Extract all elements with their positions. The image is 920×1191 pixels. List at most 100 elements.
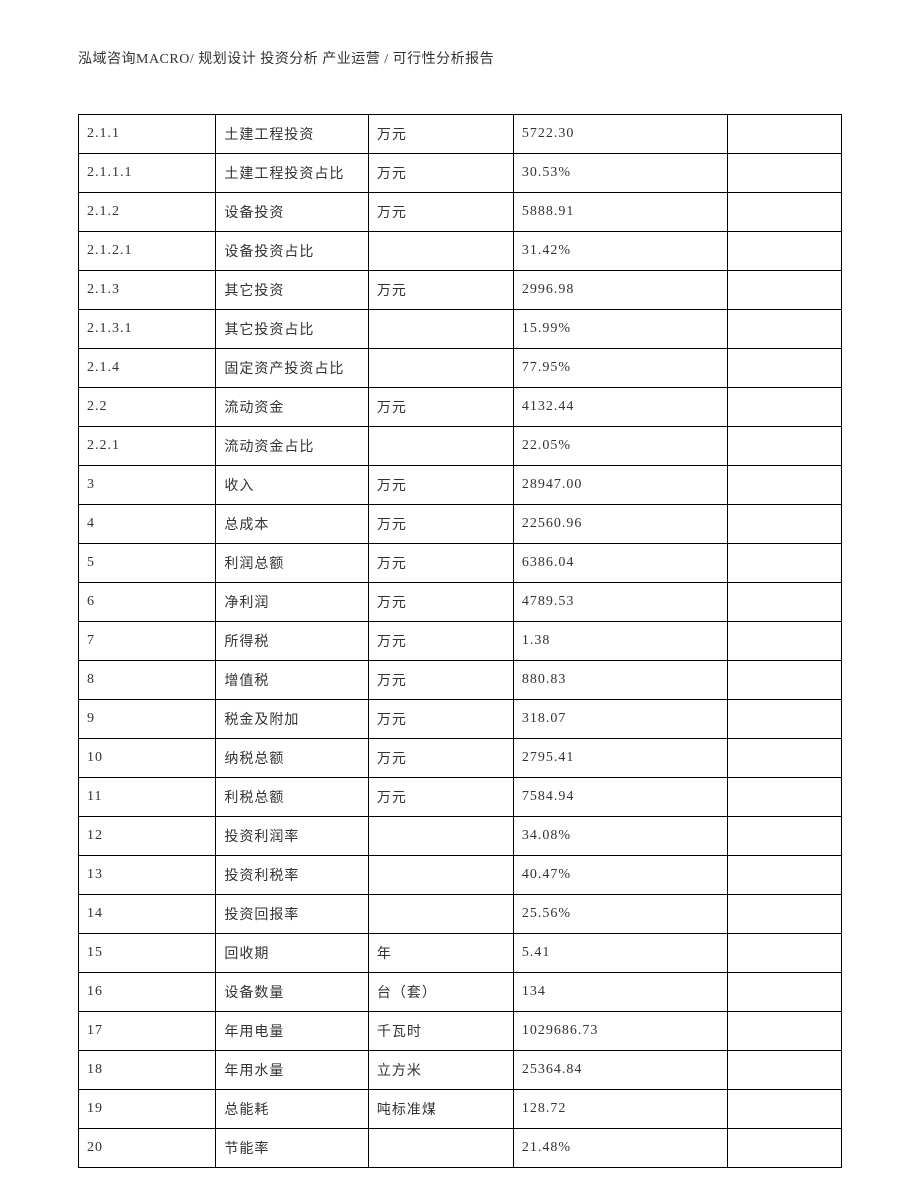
table-row: 6净利润万元4789.53 xyxy=(79,583,842,622)
table-cell: 134 xyxy=(513,973,727,1012)
table-cell xyxy=(727,778,841,817)
table-cell: 流动资金占比 xyxy=(216,427,369,466)
table-cell: 吨标准煤 xyxy=(368,1090,513,1129)
table-cell: 千瓦时 xyxy=(368,1012,513,1051)
table-cell: 4132.44 xyxy=(513,388,727,427)
table-cell xyxy=(727,232,841,271)
table-cell: 台（套） xyxy=(368,973,513,1012)
table-cell xyxy=(727,544,841,583)
investment-table: 2.1.1土建工程投资万元5722.302.1.1.1土建工程投资占比万元30.… xyxy=(78,114,842,1168)
table-cell xyxy=(368,895,513,934)
table-cell: 土建工程投资占比 xyxy=(216,154,369,193)
table-cell: 纳税总额 xyxy=(216,739,369,778)
table-cell: 15 xyxy=(79,934,216,973)
table-cell: 9 xyxy=(79,700,216,739)
table-cell: 8 xyxy=(79,661,216,700)
table-cell: 22560.96 xyxy=(513,505,727,544)
table-cell xyxy=(368,817,513,856)
table-cell xyxy=(727,739,841,778)
table-row: 2.1.3.1其它投资占比15.99% xyxy=(79,310,842,349)
table-cell: 2996.98 xyxy=(513,271,727,310)
table-cell: 22.05% xyxy=(513,427,727,466)
table-cell: 回收期 xyxy=(216,934,369,973)
table-cell: 2.2 xyxy=(79,388,216,427)
table-cell: 25.56% xyxy=(513,895,727,934)
table-row: 12投资利润率 34.08% xyxy=(79,817,842,856)
table-cell: 34.08% xyxy=(513,817,727,856)
table-cell: 年用电量 xyxy=(216,1012,369,1051)
table-cell: 立方米 xyxy=(368,1051,513,1090)
table-cell xyxy=(727,973,841,1012)
table-cell: 5722.30 xyxy=(513,115,727,154)
table-cell: 万元 xyxy=(368,661,513,700)
table-cell: 6386.04 xyxy=(513,544,727,583)
table-cell: 净利润 xyxy=(216,583,369,622)
table-cell: 14 xyxy=(79,895,216,934)
table-cell xyxy=(727,700,841,739)
table-cell: 2.1.1 xyxy=(79,115,216,154)
table-cell xyxy=(368,1129,513,1168)
table-row: 7所得税万元1.38 xyxy=(79,622,842,661)
table-row: 11利税总额万元7584.94 xyxy=(79,778,842,817)
table-cell xyxy=(368,427,513,466)
table-row: 2.2.1流动资金占比22.05% xyxy=(79,427,842,466)
table-cell: 万元 xyxy=(368,583,513,622)
table-row: 17年用电量千瓦时1029686.73 xyxy=(79,1012,842,1051)
table-cell xyxy=(727,466,841,505)
table-cell: 投资回报率 xyxy=(216,895,369,934)
table-cell xyxy=(727,1090,841,1129)
table-row: 14投资回报率 25.56% xyxy=(79,895,842,934)
table-cell xyxy=(727,934,841,973)
table-cell: 万元 xyxy=(368,544,513,583)
table-row: 18年用水量立方米25364.84 xyxy=(79,1051,842,1090)
table-cell: 12 xyxy=(79,817,216,856)
table-cell xyxy=(727,1129,841,1168)
table-cell: 投资利润率 xyxy=(216,817,369,856)
table-cell xyxy=(727,310,841,349)
table-cell: 年 xyxy=(368,934,513,973)
table-cell: 设备数量 xyxy=(216,973,369,1012)
table-cell: 设备投资占比 xyxy=(216,232,369,271)
table-cell: 万元 xyxy=(368,154,513,193)
table-cell: 25364.84 xyxy=(513,1051,727,1090)
table-cell: 万元 xyxy=(368,388,513,427)
table-row: 4总成本万元22560.96 xyxy=(79,505,842,544)
table-row: 2.2流动资金万元4132.44 xyxy=(79,388,842,427)
table-cell: 2.1.2 xyxy=(79,193,216,232)
table-cell xyxy=(727,271,841,310)
table-cell: 6 xyxy=(79,583,216,622)
table-cell xyxy=(368,310,513,349)
table-body: 2.1.1土建工程投资万元5722.302.1.1.1土建工程投资占比万元30.… xyxy=(79,115,842,1168)
table-cell: 16 xyxy=(79,973,216,1012)
table-cell: 2.1.3.1 xyxy=(79,310,216,349)
table-cell: 20 xyxy=(79,1129,216,1168)
table-row: 2.1.1土建工程投资万元5722.30 xyxy=(79,115,842,154)
table-cell xyxy=(727,388,841,427)
table-row: 3收入万元28947.00 xyxy=(79,466,842,505)
table-cell xyxy=(368,856,513,895)
table-row: 2.1.1.1土建工程投资占比万元30.53% xyxy=(79,154,842,193)
table-cell xyxy=(727,895,841,934)
table-cell xyxy=(727,505,841,544)
table-cell: 土建工程投资 xyxy=(216,115,369,154)
table-cell: 40.47% xyxy=(513,856,727,895)
table-cell: 4 xyxy=(79,505,216,544)
table-cell: 11 xyxy=(79,778,216,817)
table-cell xyxy=(727,817,841,856)
table-row: 15回收期年5.41 xyxy=(79,934,842,973)
table-cell: 2.1.2.1 xyxy=(79,232,216,271)
table-row: 2.1.4固定资产投资占比77.95% xyxy=(79,349,842,388)
table-cell: 17 xyxy=(79,1012,216,1051)
table-cell xyxy=(727,349,841,388)
table-cell: 其它投资 xyxy=(216,271,369,310)
table-cell xyxy=(727,622,841,661)
table-cell: 5.41 xyxy=(513,934,727,973)
table-cell: 万元 xyxy=(368,622,513,661)
table-row: 2.1.2.1设备投资占比31.42% xyxy=(79,232,842,271)
table-cell: 3 xyxy=(79,466,216,505)
page-header: 泓域咨询MACRO/ 规划设计 投资分析 产业运营 / 可行性分析报告 xyxy=(78,48,842,68)
table-cell: 15.99% xyxy=(513,310,727,349)
table-cell: 所得税 xyxy=(216,622,369,661)
table-cell: 收入 xyxy=(216,466,369,505)
table-row: 10纳税总额万元2795.41 xyxy=(79,739,842,778)
